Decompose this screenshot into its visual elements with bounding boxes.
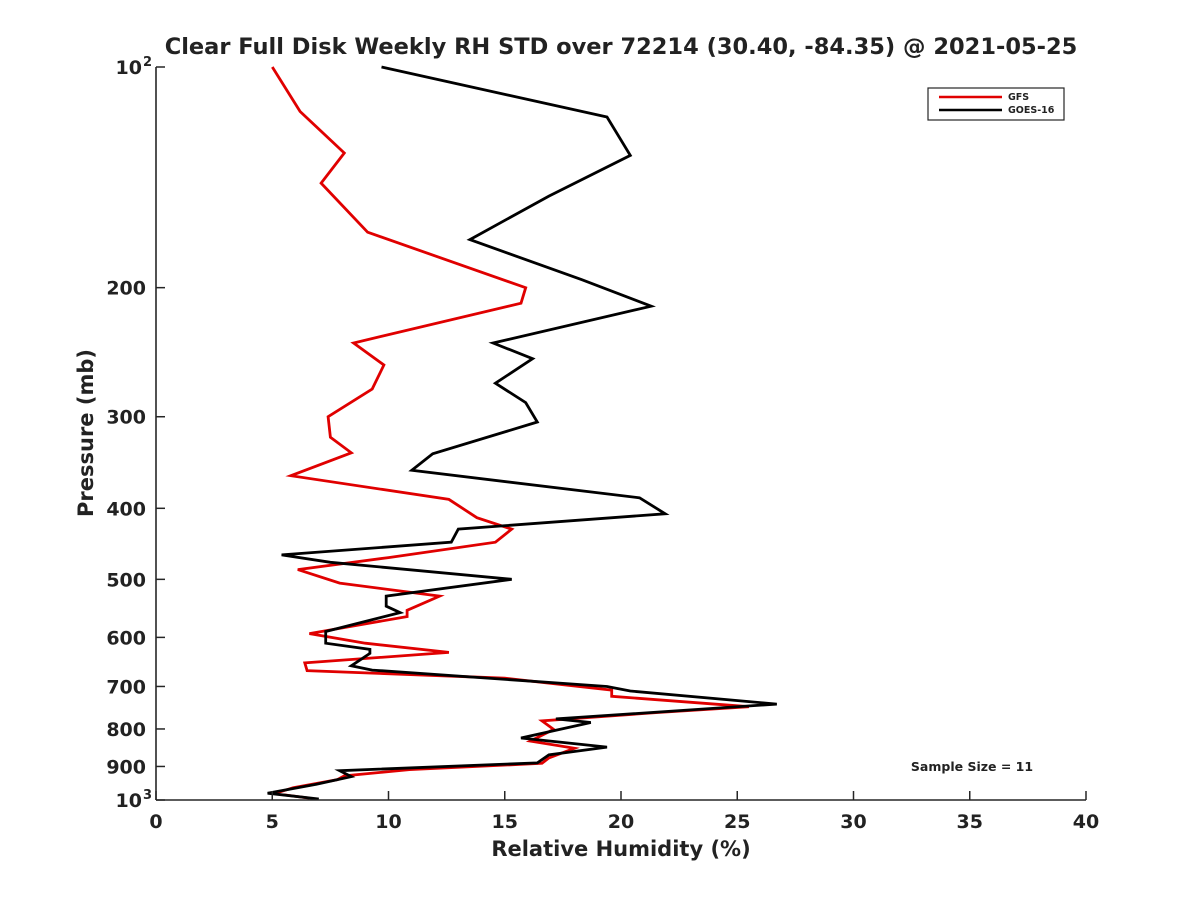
x-tick-label: 20 [608, 811, 634, 833]
legend-box [927, 87, 1065, 121]
y-tick-label: 700 [106, 676, 146, 698]
y-tick-label: 500 [106, 569, 146, 591]
series-line-goes16 [267, 65, 777, 801]
x-tick-label: 10 [375, 811, 401, 833]
y-tick-exponent: 2 [143, 55, 152, 70]
x-ticks: 0 5 10 15 20 25 30 35 40 [149, 791, 1099, 833]
x-tick-label: 35 [957, 811, 983, 833]
y-tick-label: 600 [106, 627, 146, 649]
x-tick-label: 0 [149, 811, 162, 833]
plot-area: 0 5 10 15 20 25 30 35 40 10 220030040050060070080… [106, 55, 1099, 833]
x-axis-label: Relative Humidity (%) [491, 837, 750, 861]
legend-gfs-label: GFS [1008, 92, 1029, 103]
sample-size-annotation: Sample Size = 11 [911, 759, 1033, 774]
y-tick-label: 900 [106, 756, 146, 778]
x-tick-label: 5 [266, 811, 279, 833]
x-tick-label: 15 [492, 811, 518, 833]
series-line-gfs [271, 66, 750, 800]
chart-title: Clear Full Disk Weekly RH STD over 72214… [165, 34, 1078, 60]
y-axis-label: Pressure (mb) [74, 349, 98, 517]
y-tick-label: 200 [106, 278, 146, 300]
legend: GFS GOES-16 [927, 87, 1065, 121]
x-tick-label: 25 [724, 811, 750, 833]
y-tick-label: 10 [116, 57, 142, 79]
y-tick-label: 800 [106, 719, 146, 741]
y-tick-label: 10 [116, 790, 142, 812]
x-tick-label: 30 [840, 811, 866, 833]
y-tick-label: 400 [106, 498, 146, 520]
x-tick-label: 40 [1073, 811, 1099, 833]
y-tick-exponent: 3 [143, 788, 152, 803]
legend-goes16-label: GOES-16 [1008, 105, 1055, 116]
series-layer [267, 65, 777, 801]
y-tick-label: 300 [106, 407, 146, 429]
